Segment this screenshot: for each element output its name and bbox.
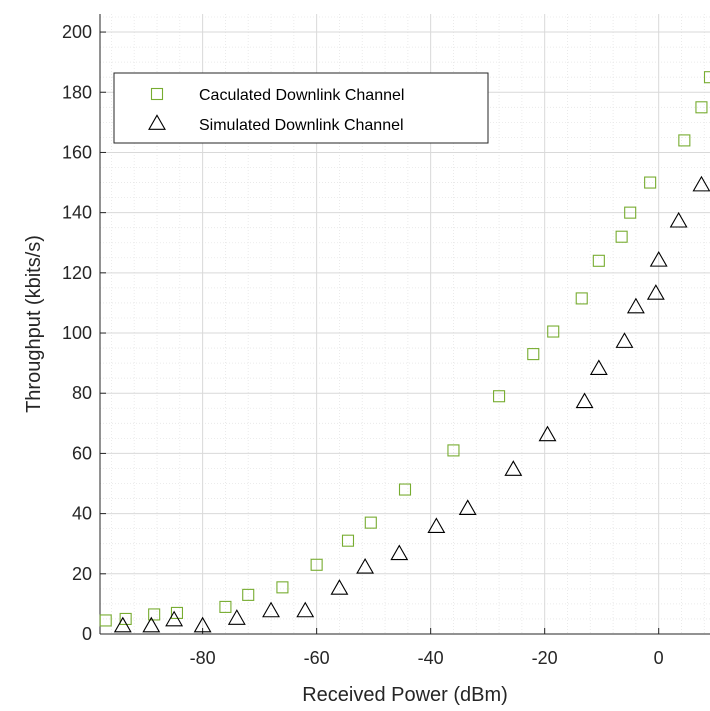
legend-marker-simulated xyxy=(148,114,166,130)
y-tick-label: 120 xyxy=(62,263,92,283)
data-point-calculated xyxy=(99,614,112,627)
data-point-calculated xyxy=(615,230,628,243)
data-point-simulated xyxy=(427,517,446,534)
data-point-calculated xyxy=(592,254,605,267)
data-point-calculated xyxy=(575,292,588,305)
data-point-simulated xyxy=(669,211,688,228)
legend-marker-calculated xyxy=(150,87,164,101)
data-point-calculated xyxy=(703,71,710,84)
data-point-simulated xyxy=(390,544,409,561)
data-point-simulated xyxy=(142,616,161,633)
data-point-simulated xyxy=(589,359,608,376)
data-point-calculated xyxy=(310,558,323,571)
data-point-calculated xyxy=(364,516,377,529)
x-tick-label: -60 xyxy=(304,648,330,668)
data-point-calculated xyxy=(644,176,657,189)
data-point-calculated xyxy=(119,612,132,626)
data-point-simulated xyxy=(356,557,375,574)
y-axis-title: Throughput (kbits/s) xyxy=(23,235,45,413)
legend-label: Caculated Downlink Channel xyxy=(199,87,404,104)
legend: Caculated Downlink Channel Simulated Down… xyxy=(113,72,489,144)
data-point-simulated xyxy=(113,616,132,633)
data-point-simulated xyxy=(193,616,212,633)
legend-label: Simulated Downlink Channel xyxy=(199,117,404,134)
data-point-simulated xyxy=(575,392,594,409)
data-point-simulated xyxy=(165,610,184,627)
data-point-simulated xyxy=(615,332,634,348)
data-point-simulated xyxy=(626,297,645,314)
data-point-calculated xyxy=(527,348,540,361)
data-point-calculated xyxy=(170,606,184,619)
y-tick-label: 40 xyxy=(72,504,92,524)
minor-grid xyxy=(100,14,710,634)
x-tick-label: -20 xyxy=(532,648,558,668)
y-tick-label: 80 xyxy=(72,383,92,403)
data-point-calculated xyxy=(341,534,355,547)
data-point-simulated xyxy=(296,601,315,618)
y-tick-label: 100 xyxy=(62,323,92,343)
data-point-calculated xyxy=(547,325,560,338)
data-marks xyxy=(99,71,710,633)
data-point-simulated xyxy=(227,609,246,625)
x-tick-label: 0 xyxy=(654,648,664,668)
data-point-calculated xyxy=(398,483,412,496)
x-axis-title: Received Power (dBm) xyxy=(302,684,508,706)
tick-labels: -80 -60 -40 -20 0 0 20 40 60 80 100 120 140 160 180 200 xyxy=(62,22,664,668)
data-point-simulated xyxy=(538,425,557,442)
y-tick-label: 140 xyxy=(62,203,92,223)
x-tick-label: -80 xyxy=(190,648,216,668)
axes xyxy=(99,14,710,635)
data-point-calculated xyxy=(493,390,506,403)
data-point-calculated xyxy=(678,134,691,147)
y-tick-label: 20 xyxy=(72,564,92,584)
data-point-calculated xyxy=(695,101,708,114)
y-tick-label: 0 xyxy=(82,624,92,644)
data-point-simulated xyxy=(692,175,710,192)
data-point-simulated xyxy=(504,460,523,476)
data-point-calculated xyxy=(242,588,255,601)
y-tick-label: 60 xyxy=(72,443,92,463)
data-point-simulated xyxy=(646,284,665,300)
data-point-calculated xyxy=(276,581,289,594)
y-tick-label: 160 xyxy=(62,142,92,162)
data-point-simulated xyxy=(262,601,280,618)
y-tick-label: 180 xyxy=(62,82,92,102)
y-tick-label: 200 xyxy=(62,22,92,42)
data-point-calculated xyxy=(219,600,232,613)
x-tick-label: -40 xyxy=(418,648,444,668)
legend-box xyxy=(113,72,489,144)
data-point-calculated xyxy=(447,444,460,457)
data-point-simulated xyxy=(649,251,668,267)
data-point-simulated xyxy=(458,499,477,515)
data-point-calculated xyxy=(624,206,637,219)
data-point-calculated xyxy=(148,608,161,621)
data-point-simulated xyxy=(330,579,349,595)
